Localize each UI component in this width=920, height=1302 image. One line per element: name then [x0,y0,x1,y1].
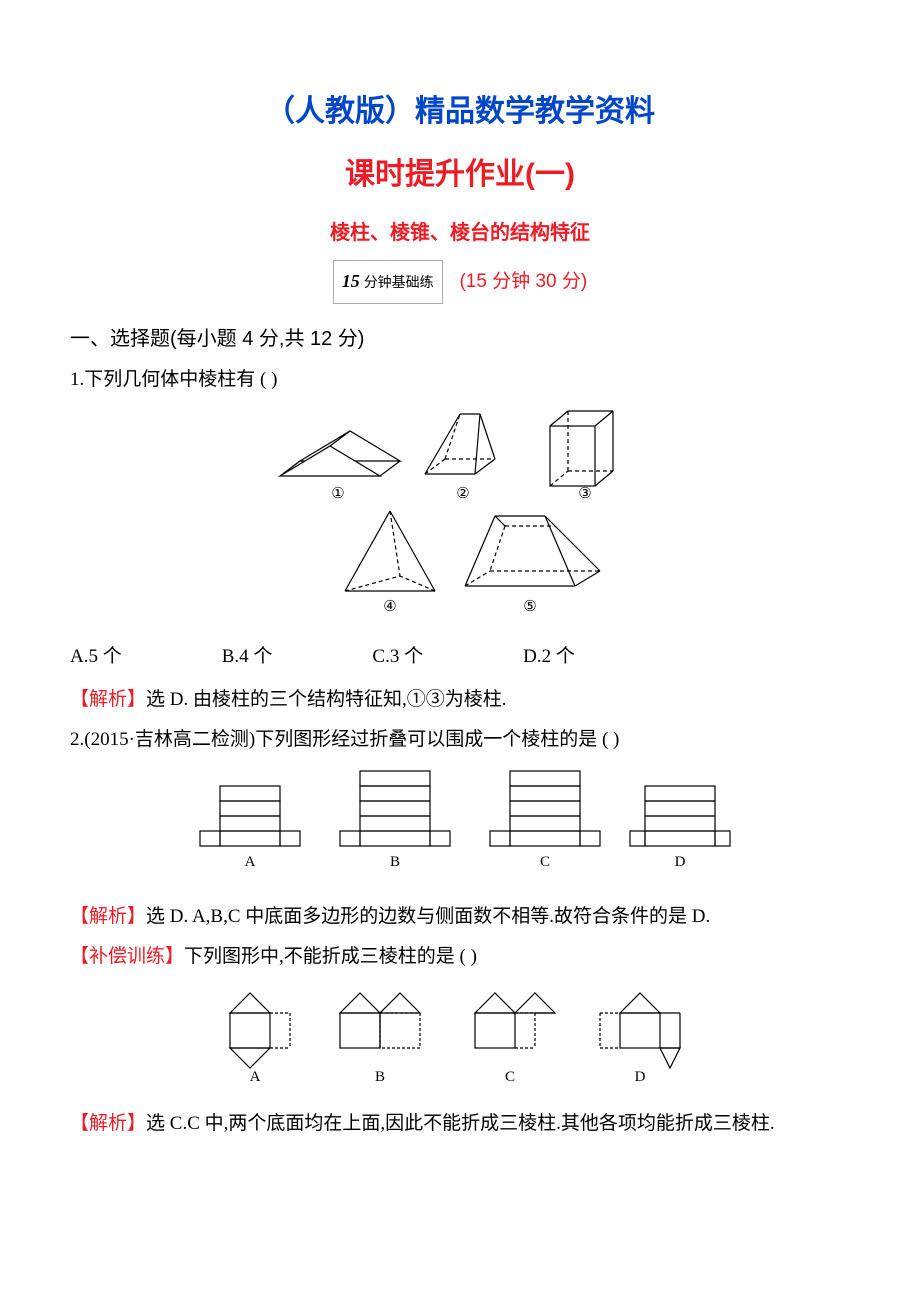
answer-label: 【解析】 [70,906,146,927]
q1-option-a: A.5 个 [70,637,122,677]
q2-fig-label-c: C [540,854,550,870]
supp-stem: 下列图形中,不能折成三棱柱的是 ( ) [184,946,477,967]
q2-fig-label-d: D [675,854,686,870]
supp-answer-text: 选 C.C 中,两个底面均在上面,因此不能折成三棱柱.其他各项均能折成三棱柱. [146,1113,775,1134]
q1-option-c: C.3 个 [372,637,423,677]
supp-fig-label-b: B [375,1069,385,1083]
q2-answer: 【解析】选 D. A,B,C 中底面多边形的边数与侧面数不相等.故符合条件的是 … [70,897,850,937]
timer-text: (15 分钟 30 分) [459,262,587,302]
q1-fig-label-5: ⑤ [523,599,536,615]
timer-row: 15 分钟基础练 (15 分钟 30 分) [70,260,850,304]
q1-answer-text: 选 D. 由棱柱的三个结构特征知,①③为棱柱. [146,689,506,710]
q2-figure: A B C D [70,766,850,891]
answer-label: 【解析】 [70,689,146,710]
q2-stem: 2.(2015·吉林高二检测)下列图形经过折叠可以围成一个棱柱的是 ( ) [70,720,850,760]
q1-option-b: B.4 个 [222,637,273,677]
q2-fig-label-a: A [245,854,256,870]
timer-badge-num: 15 [342,271,360,291]
q1-options: A.5 个 B.4 个 C.3 个 D.2 个 [70,637,850,677]
q1-fig-label-1: ① [331,486,344,502]
timer-badge-label: 分钟基础练 [364,274,434,290]
q1-figure: ① ② ③ ④ ⑤ [70,406,850,631]
title-topic: 棱柱、棱锥、棱台的结构特征 [70,212,850,254]
title-main: （人教版）精品数学教学资料 [70,80,850,143]
q1-option-d: D.2 个 [523,637,575,677]
section-heading: 一、选择题(每小题 4 分,共 12 分) [70,318,850,360]
q1-fig-label-3: ③ [578,486,591,502]
q1-answer: 【解析】选 D. 由棱柱的三个结构特征知,①③为棱柱. [70,680,850,720]
supp-fig-label-d: D [635,1069,646,1083]
supp-fig-label-a: A [250,1069,261,1083]
supp-figure: A B C D [70,983,850,1098]
q1-stem: 1.下列几何体中棱柱有 ( ) [70,360,850,400]
supp-answer: 【解析】选 C.C 中,两个底面均在上面,因此不能折成三棱柱.其他各项均能折成三… [70,1104,850,1144]
supp-fig-label-c: C [505,1069,515,1083]
q2-answer-text: 选 D. A,B,C 中底面多边形的边数与侧面数不相等.故符合条件的是 D. [146,906,710,927]
timer-badge: 15 分钟基础练 [333,260,443,304]
title-sub: 课时提升作业(一) [70,143,850,206]
supp-label: 【补偿训练】 [70,946,184,967]
supp-stem-row: 【补偿训练】下列图形中,不能折成三棱柱的是 ( ) [70,937,850,977]
answer-label: 【解析】 [70,1113,146,1134]
q2-fig-label-b: B [390,854,400,870]
q1-fig-label-4: ④ [383,599,396,615]
q1-fig-label-2: ② [456,486,469,502]
